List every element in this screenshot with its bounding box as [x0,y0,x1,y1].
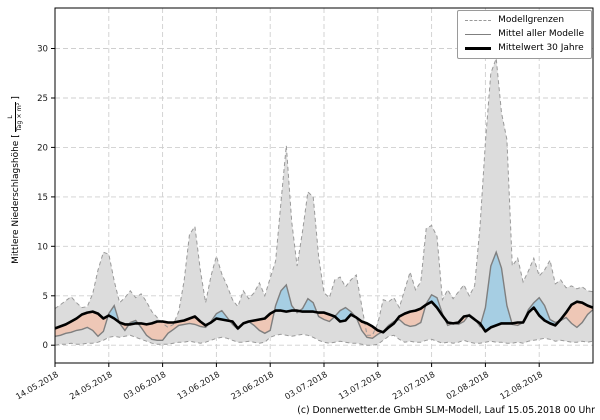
legend-item-model-bounds: Modellgrenzen [465,15,584,26]
legend-item-30y-mean: Mittelwert 30 Jahre [465,43,584,54]
model-lower-bound-line [55,333,593,346]
gray-line-sample-icon [465,34,492,35]
legend-item-model-mean: Mittel aller Modelle [465,29,584,40]
model-range-band [55,58,593,346]
y-tick-label: 30 [37,45,48,55]
axis-ticks [51,48,540,367]
model-upper-bound-line [55,58,593,336]
y-tick-label: 5 [43,292,48,302]
y-axis-label-text: Mittlere Niederschlagshöhe [ [11,134,21,264]
y-axis-label: Mittlere Niederschlagshöhe [L Tag × m²] [7,96,23,264]
y-tick-label: 20 [37,143,48,153]
black-line-sample-icon [465,47,492,50]
y-axis-unit-fraction: L Tag × m² [7,101,23,133]
data-layers [55,58,593,346]
model-mean-line [55,250,593,341]
legend-label: Mittel aller Modelle [498,29,584,39]
legend-label: Mittelwert 30 Jahre [498,43,584,53]
y-tick-label: 0 [43,341,48,351]
y-tick-label: 25 [37,94,48,104]
legend-label: Modellgrenzen [498,15,565,25]
y-tick-label: 15 [37,193,48,203]
y-tick-label: 10 [37,242,48,252]
legend: Modellgrenzen Mittel aller Modelle Mitte… [457,10,592,59]
mean-30y-line [55,300,593,334]
copyright-caption: (c) Donnerwetter.de GmbH SLM-Modell, Lau… [297,405,595,416]
dashed-line-sample-icon [465,20,492,21]
